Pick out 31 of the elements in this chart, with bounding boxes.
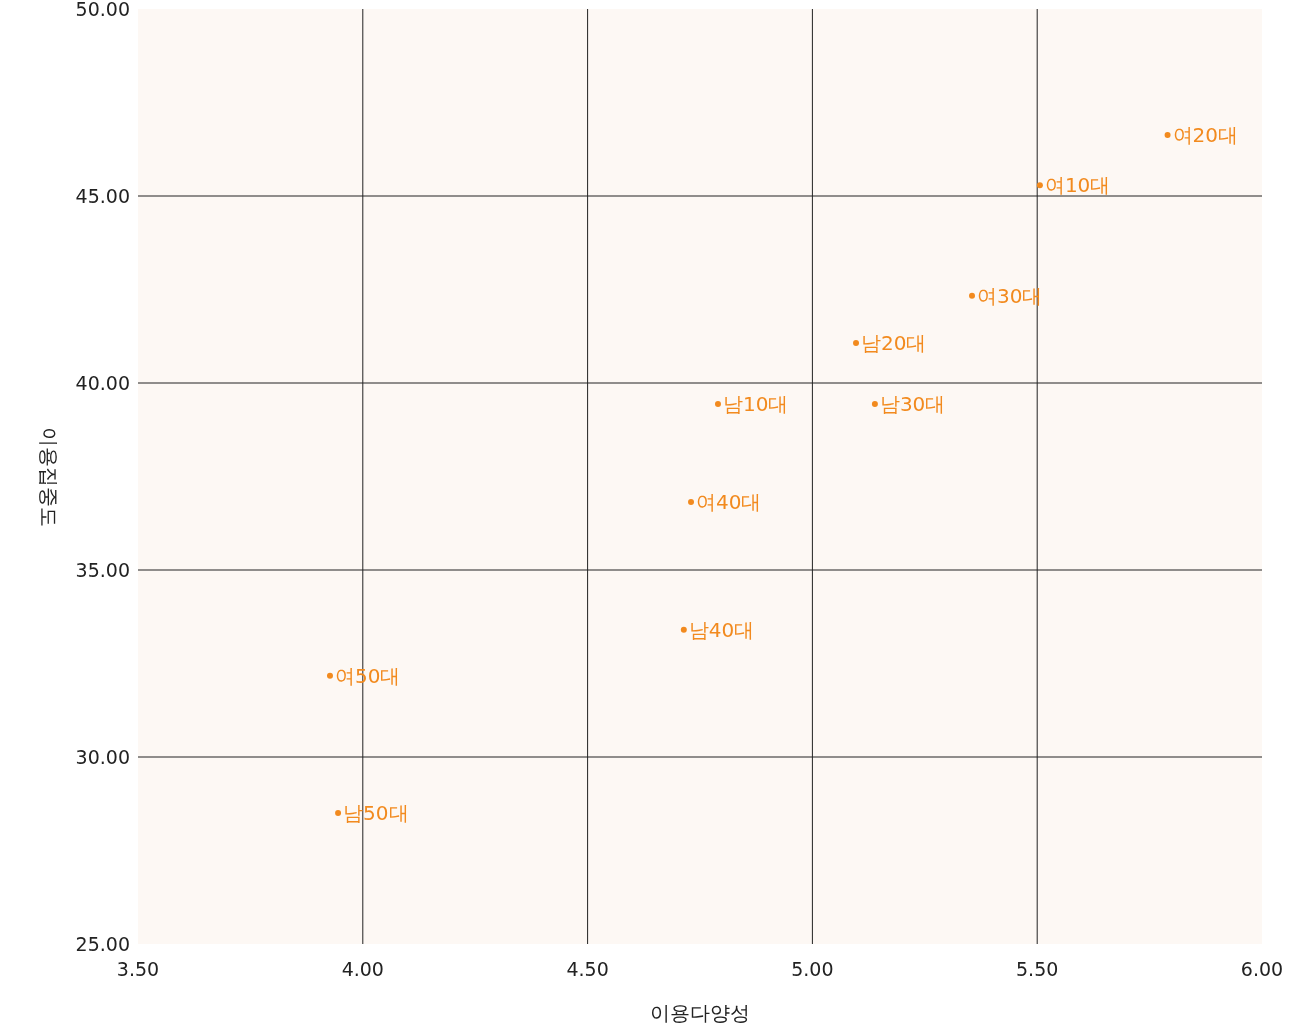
x-tick-label: 4.00 — [341, 958, 384, 980]
point — [335, 810, 342, 817]
annotation: 남10대 — [722, 391, 789, 416]
point — [871, 400, 878, 407]
annotation: 여10대 — [1044, 173, 1111, 198]
annotation: 남40대 — [688, 617, 755, 642]
annotation: 여40대 — [696, 489, 762, 514]
point — [688, 498, 695, 505]
y-tick-label: 30.00 — [75, 746, 130, 768]
point — [969, 292, 976, 299]
x-tick-label: 3.50 — [116, 958, 160, 980]
y-tick-label: 25.00 — [75, 933, 130, 955]
x-tick-label: 4.50 — [566, 958, 609, 980]
annotation: 여20대 — [1172, 123, 1239, 148]
x-tick-label: 5.00 — [791, 958, 834, 980]
point — [680, 626, 687, 633]
y-tick-label: 45.00 — [75, 185, 130, 207]
point — [853, 339, 860, 346]
y-axis-title: 이용집중도 — [37, 426, 61, 527]
x-tick-label: 6.00 — [1240, 958, 1284, 980]
annotation: 남20대 — [861, 330, 927, 355]
point — [1164, 132, 1171, 139]
point — [714, 400, 721, 407]
annotation: 남30대 — [879, 391, 946, 416]
y-tick-label: 40.00 — [75, 372, 130, 394]
y-tick-label: 35.00 — [75, 559, 130, 581]
point — [326, 672, 333, 679]
x-axis-title: 이용다양성 — [650, 1001, 750, 1025]
point — [1036, 182, 1043, 189]
x-tick-label: 5.50 — [1016, 958, 1059, 980]
y-tick-label: 50.00 — [75, 0, 130, 20]
